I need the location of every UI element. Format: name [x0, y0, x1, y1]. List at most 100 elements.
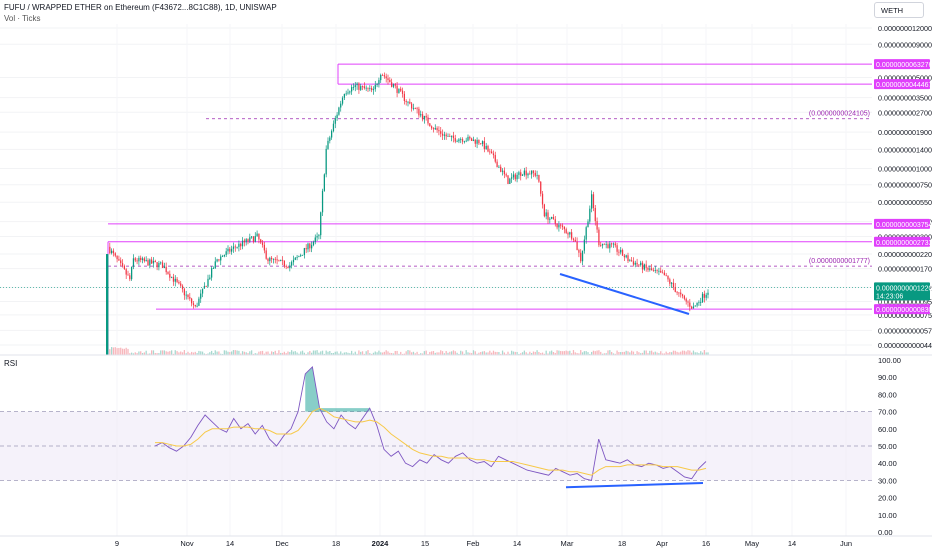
volume-bar — [380, 352, 382, 355]
candle-body — [178, 281, 180, 284]
volume-bar — [411, 352, 413, 355]
candle-body — [141, 258, 144, 261]
volume-bar — [471, 353, 473, 355]
candle-body — [441, 133, 444, 136]
volume-bar — [223, 350, 225, 355]
candle-body — [151, 259, 153, 264]
candle-body — [391, 82, 393, 87]
volume-bar — [131, 352, 133, 355]
volume-bar — [487, 352, 489, 355]
candle-body — [325, 148, 327, 175]
candle-body — [420, 114, 422, 116]
volume-bar — [541, 352, 544, 355]
candle-body — [494, 155, 496, 162]
quote-currency-badge[interactable]: WETH — [874, 2, 924, 18]
time-tick-label: Nov — [180, 539, 194, 548]
candle-body — [569, 232, 571, 235]
candle-body — [372, 89, 375, 91]
candle-body — [687, 301, 689, 303]
candle-body — [143, 258, 145, 262]
last-price-label: 0.0000000001220 — [876, 285, 932, 292]
volume-bar — [132, 353, 135, 355]
price-level-tag — [874, 218, 930, 229]
candle-body — [396, 85, 398, 93]
candle-body — [558, 224, 560, 228]
volume-bar — [560, 350, 562, 355]
symbol-title[interactable]: FUFU / WRAPPED ETHER on Ethereum (F43672… — [4, 3, 277, 12]
candle-body — [534, 172, 536, 176]
volume-indicator-label[interactable]: Vol · Ticks — [4, 14, 41, 23]
price-tick-label: 0.0000000007500 — [878, 181, 932, 190]
volume-bar — [491, 352, 493, 355]
candle-body — [385, 76, 387, 79]
volume-bar — [367, 350, 369, 355]
candle-body — [681, 294, 684, 297]
level-labels: 0.0000000063276 0.0000000044467 (0.0000000… — [809, 59, 932, 315]
candle-body — [132, 258, 135, 267]
volume-bar — [634, 353, 636, 355]
volume-bar — [600, 351, 602, 355]
time-tick-label: 14 — [513, 539, 521, 548]
candle-body — [140, 257, 142, 261]
volume-bar — [651, 350, 653, 355]
rsi-axis[interactable]: 100.00 90.00 80.00 70.00 60.00 50.00 40.00 30.0… — [878, 356, 901, 537]
candle-body — [238, 243, 240, 247]
candle-body — [263, 244, 265, 251]
rsi-tick-label: 100.00 — [878, 356, 901, 365]
volume-bar — [507, 351, 509, 355]
price-tick-label: 0.0000000050000 — [878, 73, 932, 82]
price-trendline[interactable] — [559, 273, 690, 315]
volume-bar — [436, 352, 438, 355]
volume-bar — [212, 353, 215, 355]
volume-bar — [263, 353, 265, 355]
price-level-tag — [874, 79, 930, 90]
candle-body — [474, 139, 476, 144]
candle-body — [540, 181, 542, 194]
volume-bar — [463, 353, 465, 355]
candle-body — [676, 291, 678, 293]
candle-body — [274, 258, 276, 260]
volume-bar — [140, 351, 142, 355]
price-level-label: 0.0000000044467 — [876, 82, 932, 89]
candle-body — [303, 248, 305, 255]
volume-bar — [183, 350, 185, 355]
volume-bar — [181, 352, 184, 355]
volume-bar — [551, 350, 553, 355]
candle-body — [658, 270, 660, 272]
candle-body — [656, 270, 658, 271]
candle-body — [320, 212, 322, 236]
volume-bar — [518, 353, 520, 355]
candle-body — [392, 84, 395, 87]
candle-body — [421, 114, 424, 120]
candle-body — [309, 243, 311, 249]
candle-body — [585, 227, 587, 240]
volume-bar — [232, 350, 235, 355]
volume-bar — [594, 351, 596, 355]
volume-bar — [656, 352, 658, 355]
candle-body — [672, 282, 675, 288]
volume-bar — [196, 353, 198, 355]
candle-body — [589, 208, 591, 222]
candle-body — [236, 246, 238, 248]
candle-body — [567, 233, 569, 235]
volume-bar — [574, 352, 576, 355]
candle-body — [511, 177, 513, 179]
candle-body — [412, 107, 415, 109]
volume-bar — [214, 350, 216, 355]
candle-body — [691, 306, 693, 309]
price-axis[interactable]: 0.0000000120000 0.0000000090000 0.00000000… — [878, 24, 932, 350]
time-axis[interactable]: 9 Nov 14 Dec 18 2024 15 Feb 14 Mar 18 Apr 16 May 14 Jun — [115, 539, 852, 548]
volume-bar — [587, 352, 589, 355]
volume-bar — [218, 351, 220, 355]
candle-body — [683, 296, 685, 299]
candle-body — [634, 262, 636, 265]
candle-body — [574, 239, 576, 242]
volume-bar — [447, 352, 449, 355]
candle-body — [174, 278, 176, 282]
candle-body — [531, 170, 533, 175]
volume-bar — [112, 347, 115, 355]
candle-body — [111, 250, 113, 254]
volume-bar — [625, 350, 627, 355]
rsi-indicator-label[interactable]: RSI — [4, 359, 18, 368]
